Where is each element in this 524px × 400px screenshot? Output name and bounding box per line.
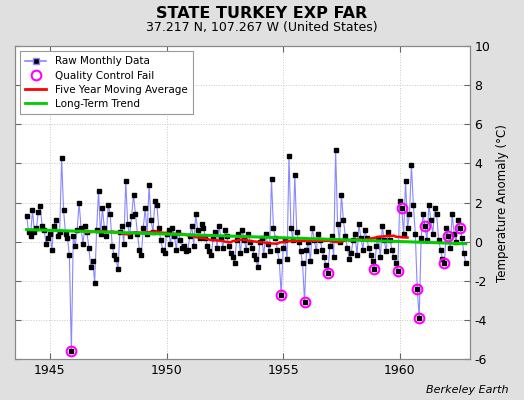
Text: STATE TURKEY EXP FAR: STATE TURKEY EXP FAR	[156, 6, 368, 21]
Y-axis label: Temperature Anomaly (°C): Temperature Anomaly (°C)	[496, 124, 509, 282]
Text: 37.217 N, 107.267 W (United States): 37.217 N, 107.267 W (United States)	[146, 21, 378, 34]
Legend: Raw Monthly Data, Quality Control Fail, Five Year Moving Average, Long-Term Tren: Raw Monthly Data, Quality Control Fail, …	[20, 51, 192, 114]
Text: Berkeley Earth: Berkeley Earth	[426, 385, 508, 395]
